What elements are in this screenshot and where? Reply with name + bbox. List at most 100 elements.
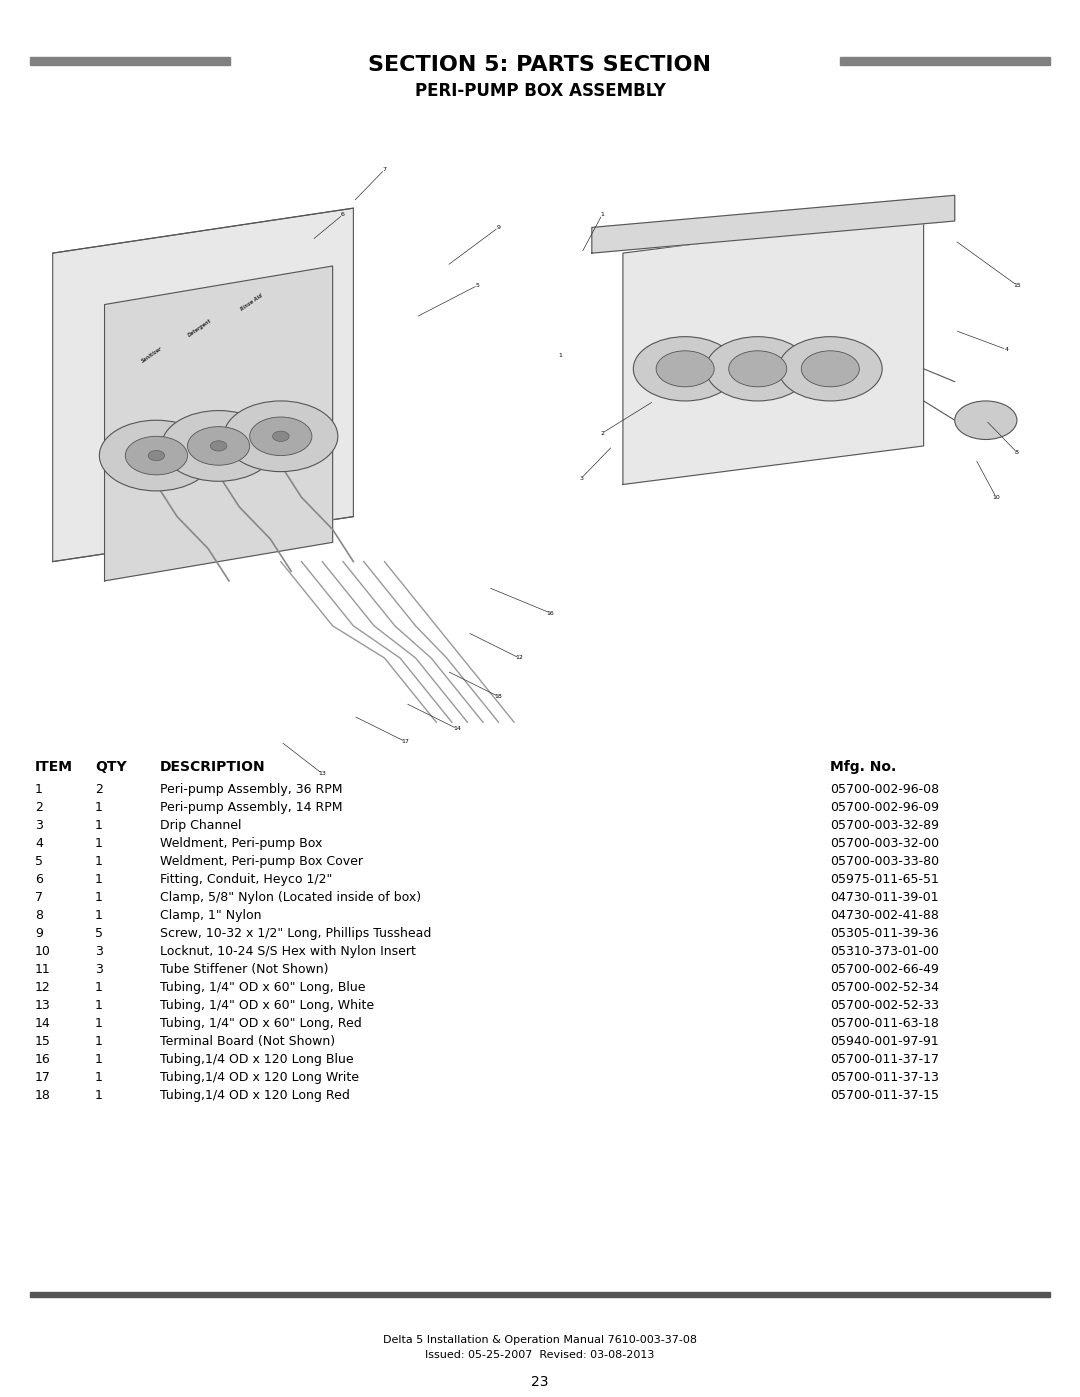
Text: 2: 2	[600, 430, 604, 436]
Text: 23: 23	[531, 1375, 549, 1389]
Text: 05700-002-96-09: 05700-002-96-09	[831, 800, 939, 814]
Text: 1: 1	[95, 873, 103, 886]
Text: Mfg. No.: Mfg. No.	[831, 760, 896, 774]
Text: Terminal Board (Not Shown): Terminal Board (Not Shown)	[160, 1035, 335, 1048]
Circle shape	[162, 411, 275, 481]
Text: Weldment, Peri-pump Box: Weldment, Peri-pump Box	[160, 837, 322, 849]
Text: 1: 1	[95, 837, 103, 849]
Text: Sanitizer: Sanitizer	[140, 345, 164, 363]
Text: 15: 15	[35, 1035, 51, 1048]
Circle shape	[188, 426, 249, 465]
Text: 14: 14	[454, 726, 461, 731]
Bar	[30, 57, 230, 66]
Text: 1: 1	[95, 981, 103, 995]
Text: 05700-002-66-49: 05700-002-66-49	[831, 963, 939, 977]
Text: 05975-011-65-51: 05975-011-65-51	[831, 873, 939, 886]
Text: Detergent: Detergent	[188, 317, 213, 338]
Text: 18: 18	[495, 694, 502, 698]
Text: Fitting, Conduit, Heyco 1/2": Fitting, Conduit, Heyco 1/2"	[160, 873, 333, 886]
Text: 05310-373-01-00: 05310-373-01-00	[831, 944, 939, 958]
Text: 9: 9	[497, 225, 500, 231]
Circle shape	[272, 432, 289, 441]
Circle shape	[633, 337, 737, 401]
Text: 3: 3	[580, 475, 583, 481]
Text: 05700-011-63-18: 05700-011-63-18	[831, 1017, 939, 1030]
Text: 1: 1	[95, 1071, 103, 1084]
Circle shape	[955, 401, 1017, 440]
Circle shape	[249, 416, 312, 455]
Bar	[30, 1292, 1050, 1296]
Text: 17: 17	[35, 1071, 51, 1084]
Bar	[840, 57, 1050, 66]
Text: 8: 8	[35, 909, 43, 922]
Text: 1: 1	[95, 999, 103, 1011]
Text: 4: 4	[35, 837, 43, 849]
Circle shape	[99, 420, 214, 490]
Text: 13: 13	[35, 999, 51, 1011]
Text: 10: 10	[35, 944, 51, 958]
Text: QTY: QTY	[95, 760, 126, 774]
Polygon shape	[105, 265, 333, 581]
Text: 12: 12	[515, 655, 523, 661]
Text: 05700-002-52-33: 05700-002-52-33	[831, 999, 939, 1011]
Circle shape	[801, 351, 860, 387]
Text: SECTION 5: PARTS SECTION: SECTION 5: PARTS SECTION	[368, 54, 712, 75]
Text: 13: 13	[319, 771, 326, 777]
Text: 1: 1	[35, 782, 43, 796]
Text: DESCRIPTION: DESCRIPTION	[160, 760, 266, 774]
Text: 3: 3	[95, 963, 103, 977]
Text: 05940-001-97-91: 05940-001-97-91	[831, 1035, 939, 1048]
Text: Weldment, Peri-pump Box Cover: Weldment, Peri-pump Box Cover	[160, 855, 363, 868]
Text: Tubing,1/4 OD x 120 Long Red: Tubing,1/4 OD x 120 Long Red	[160, 1090, 350, 1102]
Text: Delta 5 Installation & Operation Manual 7610-003-37-08: Delta 5 Installation & Operation Manual …	[383, 1336, 697, 1345]
Text: Clamp, 5/8" Nylon (Located inside of box): Clamp, 5/8" Nylon (Located inside of box…	[160, 891, 421, 904]
Text: 1: 1	[95, 1090, 103, 1102]
Text: 16: 16	[35, 1053, 51, 1066]
Text: 05700-011-37-15: 05700-011-37-15	[831, 1090, 939, 1102]
Polygon shape	[53, 208, 353, 562]
Text: Tube Stiffener (Not Shown): Tube Stiffener (Not Shown)	[160, 963, 328, 977]
Text: 16: 16	[546, 610, 554, 616]
Text: 1: 1	[95, 1053, 103, 1066]
Text: 10: 10	[993, 495, 1000, 500]
Text: 18: 18	[35, 1090, 51, 1102]
Text: 6: 6	[35, 873, 43, 886]
Text: 1: 1	[95, 819, 103, 833]
Text: 5: 5	[476, 282, 480, 288]
Text: Rinse Aid: Rinse Aid	[240, 293, 264, 312]
Text: 5: 5	[35, 855, 43, 868]
Text: 05700-011-37-17: 05700-011-37-17	[831, 1053, 939, 1066]
Circle shape	[657, 351, 714, 387]
Text: 05700-011-37-13: 05700-011-37-13	[831, 1071, 939, 1084]
Text: 14: 14	[35, 1017, 51, 1030]
Text: Drip Channel: Drip Channel	[160, 819, 242, 833]
Text: 05700-003-32-00: 05700-003-32-00	[831, 837, 940, 849]
Text: 04730-011-39-01: 04730-011-39-01	[831, 891, 939, 904]
Text: Tubing, 1/4" OD x 60" Long, Red: Tubing, 1/4" OD x 60" Long, Red	[160, 1017, 362, 1030]
Circle shape	[148, 450, 164, 461]
Text: 05700-002-52-34: 05700-002-52-34	[831, 981, 939, 995]
Text: 1: 1	[600, 212, 604, 217]
Polygon shape	[623, 215, 923, 485]
Text: Peri-pump Assembly, 36 RPM: Peri-pump Assembly, 36 RPM	[160, 782, 342, 796]
Text: 1: 1	[95, 909, 103, 922]
Text: Tubing, 1/4" OD x 60" Long, White: Tubing, 1/4" OD x 60" Long, White	[160, 999, 374, 1011]
Text: Clamp, 1" Nylon: Clamp, 1" Nylon	[160, 909, 261, 922]
Text: 6: 6	[341, 212, 345, 217]
Text: 8: 8	[1015, 450, 1018, 455]
Text: 5: 5	[95, 928, 103, 940]
Text: 1: 1	[95, 800, 103, 814]
Text: PERI-PUMP BOX ASSEMBLY: PERI-PUMP BOX ASSEMBLY	[415, 82, 665, 101]
Text: 05700-003-33-80: 05700-003-33-80	[831, 855, 940, 868]
Circle shape	[211, 441, 227, 451]
Text: Locknut, 10-24 S/S Hex with Nylon Insert: Locknut, 10-24 S/S Hex with Nylon Insert	[160, 944, 416, 958]
Text: 7: 7	[382, 168, 387, 172]
Polygon shape	[592, 196, 955, 253]
Text: 11: 11	[35, 963, 51, 977]
Text: Tubing, 1/4" OD x 60" Long, Blue: Tubing, 1/4" OD x 60" Long, Blue	[160, 981, 365, 995]
Text: 15: 15	[1013, 282, 1021, 288]
Circle shape	[224, 401, 338, 472]
Text: 3: 3	[95, 944, 103, 958]
Text: Peri-pump Assembly, 14 RPM: Peri-pump Assembly, 14 RPM	[160, 800, 342, 814]
Text: 1: 1	[95, 855, 103, 868]
